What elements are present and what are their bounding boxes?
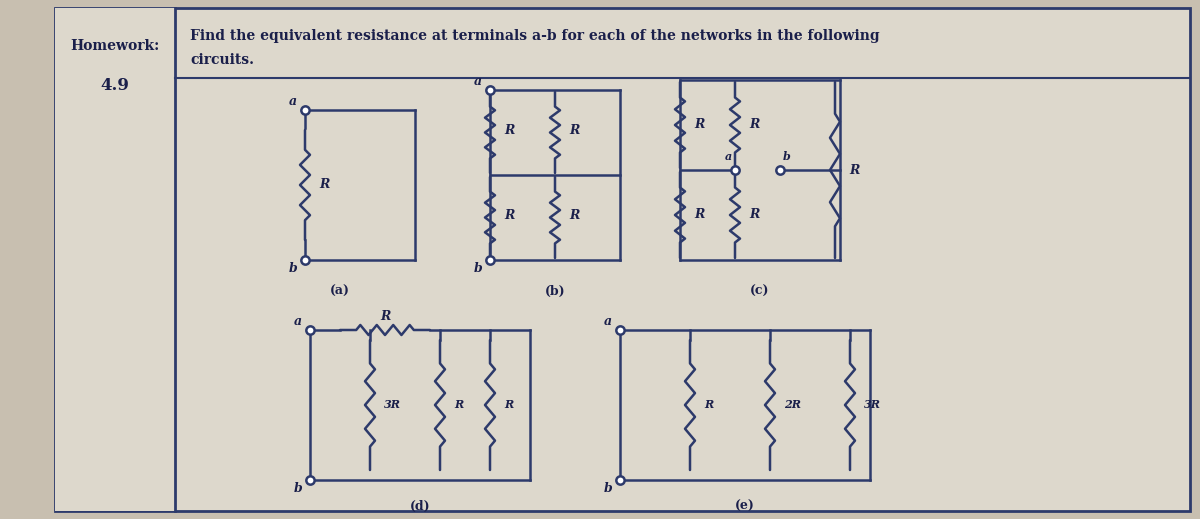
Text: R: R bbox=[704, 400, 713, 411]
Text: 2R: 2R bbox=[784, 400, 802, 411]
Text: 3R: 3R bbox=[864, 400, 881, 411]
Text: a: a bbox=[725, 151, 732, 162]
Text: (d): (d) bbox=[409, 500, 431, 513]
Text: b: b bbox=[293, 482, 302, 495]
Text: R: R bbox=[504, 209, 515, 222]
Text: (c): (c) bbox=[750, 285, 769, 298]
Text: b: b bbox=[784, 151, 791, 162]
Text: R: R bbox=[380, 309, 390, 322]
Text: R: R bbox=[749, 118, 760, 131]
Text: a: a bbox=[604, 315, 612, 328]
Text: a: a bbox=[289, 95, 298, 108]
Text: Homework:: Homework: bbox=[71, 39, 160, 53]
Text: a: a bbox=[294, 315, 302, 328]
Text: R: R bbox=[749, 209, 760, 222]
Text: b: b bbox=[604, 482, 612, 495]
Text: R: R bbox=[850, 163, 859, 176]
Text: R: R bbox=[569, 209, 580, 222]
Text: 3R: 3R bbox=[384, 400, 401, 411]
Text: R: R bbox=[454, 400, 463, 411]
Text: R: R bbox=[504, 124, 515, 137]
Text: b: b bbox=[288, 262, 298, 275]
Text: (a): (a) bbox=[330, 285, 350, 298]
Text: circuits.: circuits. bbox=[190, 53, 254, 67]
Text: (b): (b) bbox=[545, 285, 565, 298]
Text: b: b bbox=[473, 262, 482, 275]
Text: R: R bbox=[694, 209, 704, 222]
Text: R: R bbox=[694, 118, 704, 131]
Text: 4.9: 4.9 bbox=[101, 77, 130, 94]
Bar bbox=[55, 8, 175, 511]
Text: R: R bbox=[319, 179, 329, 192]
Text: R: R bbox=[504, 400, 514, 411]
Text: a: a bbox=[474, 75, 482, 88]
Text: Find the equivalent resistance at terminals a-b for each of the networks in the : Find the equivalent resistance at termin… bbox=[190, 29, 880, 43]
Text: R: R bbox=[569, 124, 580, 137]
Text: (e): (e) bbox=[736, 500, 755, 513]
